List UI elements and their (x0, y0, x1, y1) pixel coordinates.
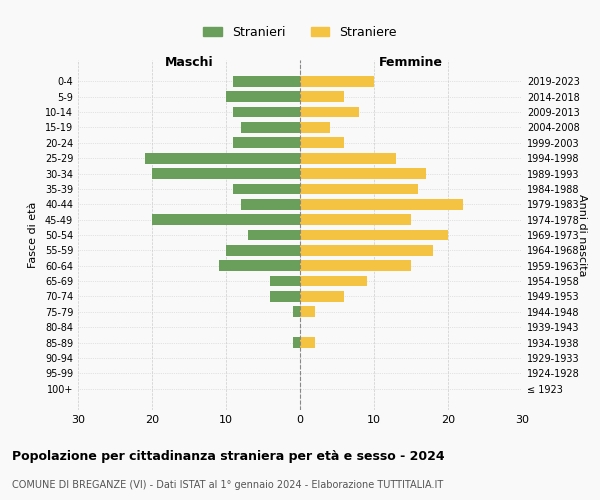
Bar (241, 199, 300, 209)
Bar (300, 138, 344, 148)
Bar (233, 138, 300, 148)
Bar (300, 306, 315, 317)
Bar (300, 106, 359, 118)
Bar (293, 337, 300, 348)
Text: Maschi: Maschi (164, 56, 214, 69)
Bar (233, 76, 300, 86)
Bar (300, 337, 315, 348)
Y-axis label: Anni di nascita: Anni di nascita (577, 194, 587, 276)
Y-axis label: Fasce di età: Fasce di età (28, 202, 38, 268)
Bar (300, 199, 463, 209)
Bar (293, 306, 300, 317)
Bar (248, 230, 300, 240)
Bar (218, 260, 300, 271)
Bar (300, 168, 426, 179)
Bar (152, 214, 300, 225)
Legend: Stranieri, Straniere: Stranieri, Straniere (198, 20, 402, 44)
Bar (241, 122, 300, 133)
Bar (271, 276, 300, 286)
Bar (300, 230, 448, 240)
Bar (226, 92, 300, 102)
Bar (300, 276, 367, 286)
Bar (233, 106, 300, 118)
Bar (226, 245, 300, 256)
Text: COMUNE DI BREGANZE (VI) - Dati ISTAT al 1° gennaio 2024 - Elaborazione TUTTITALI: COMUNE DI BREGANZE (VI) - Dati ISTAT al … (12, 480, 443, 490)
Bar (152, 168, 300, 179)
Bar (300, 92, 344, 102)
Bar (300, 214, 411, 225)
Bar (300, 184, 418, 194)
Bar (233, 184, 300, 194)
Bar (300, 76, 374, 86)
Bar (300, 291, 344, 302)
Text: Femmine: Femmine (379, 56, 443, 69)
Bar (300, 122, 329, 133)
Text: Popolazione per cittadinanza straniera per età e sesso - 2024: Popolazione per cittadinanza straniera p… (12, 450, 445, 463)
Bar (300, 245, 433, 256)
Bar (145, 153, 300, 164)
Bar (300, 153, 396, 164)
Bar (300, 260, 411, 271)
Bar (271, 291, 300, 302)
